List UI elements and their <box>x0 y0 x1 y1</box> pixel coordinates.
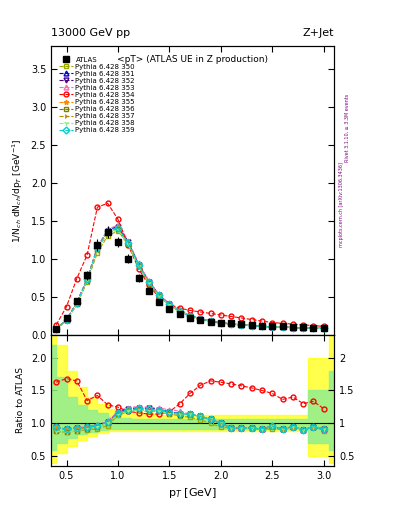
Y-axis label: 1/N$_{ch}$ dN$_{ch}$/dp$_{T}$ [GeV$^{-1}$]: 1/N$_{ch}$ dN$_{ch}$/dp$_{T}$ [GeV$^{-1}… <box>11 138 25 243</box>
Text: <pT> (ATLAS UE in Z production): <pT> (ATLAS UE in Z production) <box>117 55 268 63</box>
Text: mcplots.cern.ch [arXiv:1306.3436]: mcplots.cern.ch [arXiv:1306.3436] <box>339 162 344 247</box>
Text: 13000 GeV pp: 13000 GeV pp <box>51 28 130 38</box>
Y-axis label: Ratio to ATLAS: Ratio to ATLAS <box>16 367 25 433</box>
Text: Z+Jet: Z+Jet <box>303 28 334 38</box>
Text: Rivet 3.1.10, ≥ 3.3M events: Rivet 3.1.10, ≥ 3.3M events <box>344 94 349 162</box>
Legend: ATLAS, Pythia 6.428 350, Pythia 6.428 351, Pythia 6.428 352, Pythia 6.428 353, P: ATLAS, Pythia 6.428 350, Pythia 6.428 35… <box>57 55 136 135</box>
X-axis label: p$_T$ [GeV]: p$_T$ [GeV] <box>168 486 217 500</box>
